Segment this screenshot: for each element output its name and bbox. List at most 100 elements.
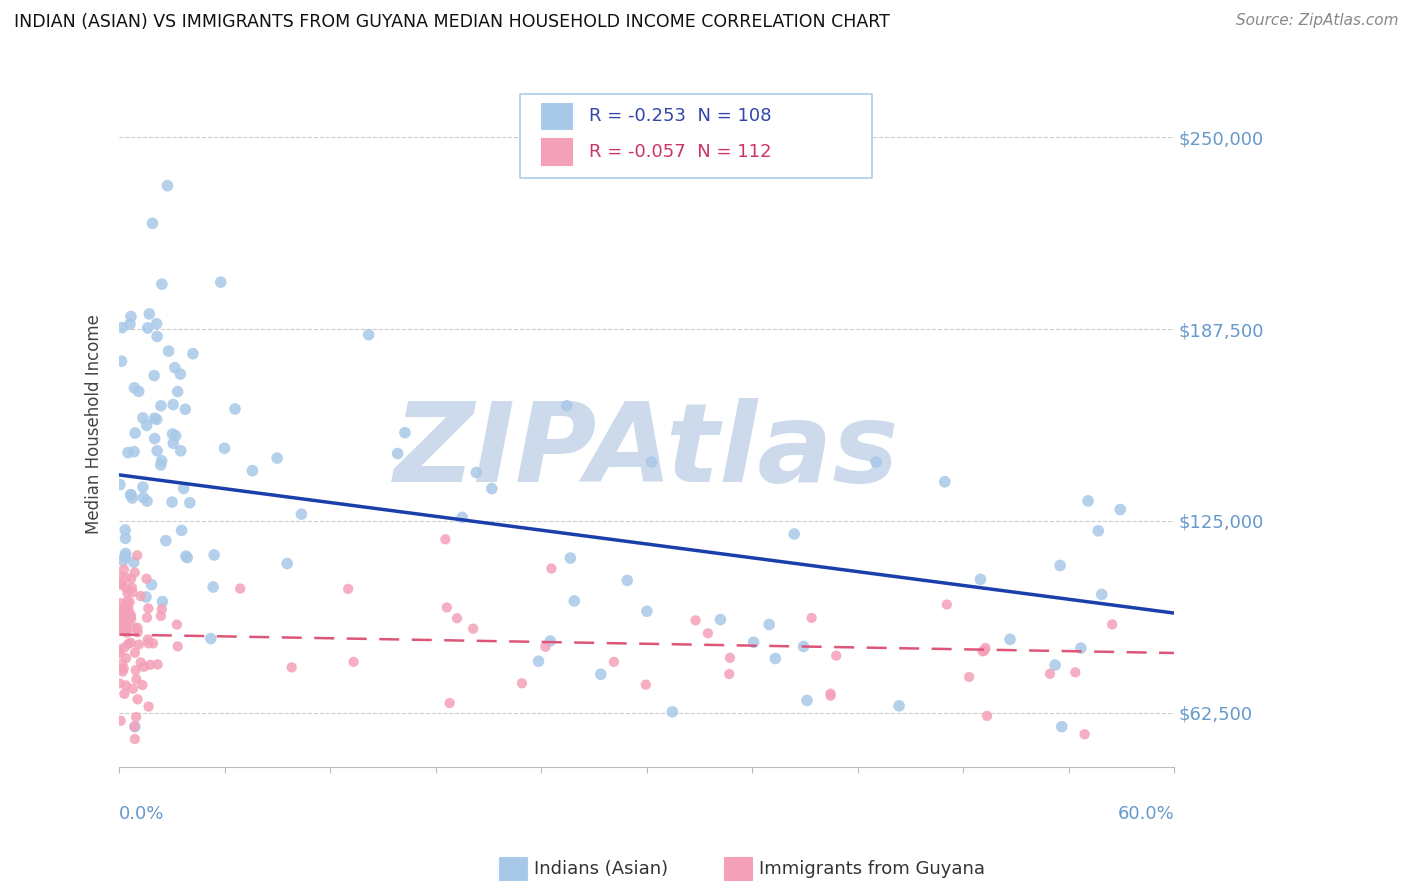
Point (118, 609, 141, 624)
Point (111, 665, 134, 679)
Point (974, 640, 997, 655)
Point (661, 705, 683, 719)
Point (157, 344, 180, 359)
Point (121, 585, 143, 599)
Point (555, 399, 578, 413)
Point (463, 622, 485, 636)
Point (118, 317, 141, 331)
Point (128, 638, 150, 652)
Point (110, 714, 132, 728)
Point (357, 327, 380, 342)
Point (934, 475, 956, 489)
Point (149, 458, 172, 472)
Point (132, 659, 155, 673)
Point (112, 624, 135, 639)
Point (136, 632, 159, 647)
Point (820, 687, 842, 701)
Point (394, 425, 416, 440)
Point (149, 399, 172, 413)
Point (972, 644, 994, 658)
Point (117, 601, 139, 615)
Point (112, 661, 135, 675)
Point (150, 602, 173, 616)
Point (114, 640, 136, 655)
Point (155, 533, 177, 548)
Point (110, 621, 132, 635)
Point (342, 655, 364, 669)
Point (165, 429, 187, 443)
Point (162, 436, 184, 450)
Point (1070, 641, 1092, 656)
Point (110, 605, 132, 619)
Point (118, 613, 141, 627)
Y-axis label: Median Household Income: Median Household Income (86, 314, 103, 534)
Point (118, 595, 141, 609)
Point (124, 663, 146, 677)
Point (110, 614, 132, 628)
Point (145, 317, 167, 331)
Point (124, 732, 146, 747)
Point (127, 692, 149, 706)
Point (114, 546, 136, 560)
Point (117, 637, 139, 651)
Point (763, 651, 786, 665)
Point (139, 657, 162, 672)
Point (110, 354, 132, 368)
Point (127, 621, 149, 635)
Point (465, 466, 488, 480)
Point (110, 577, 132, 591)
Point (115, 607, 138, 622)
Point (200, 632, 222, 646)
Point (696, 626, 718, 640)
Point (108, 642, 131, 657)
Point (114, 615, 136, 630)
Point (110, 569, 132, 583)
Point (636, 604, 658, 618)
Point (120, 611, 142, 625)
Point (145, 412, 167, 426)
Point (115, 623, 138, 637)
Point (120, 488, 142, 502)
Point (181, 347, 204, 361)
Point (108, 647, 131, 661)
Point (562, 594, 585, 608)
Text: ZIPAtlas: ZIPAtlas (394, 398, 900, 505)
Point (120, 310, 142, 324)
Point (125, 672, 148, 686)
Point (108, 477, 131, 491)
Point (121, 491, 143, 505)
Point (108, 676, 131, 690)
Point (446, 611, 468, 625)
Point (709, 613, 731, 627)
Point (146, 443, 169, 458)
Point (129, 589, 152, 603)
Point (1077, 494, 1099, 508)
Point (114, 549, 136, 564)
Point (783, 527, 806, 541)
Point (111, 657, 134, 671)
Point (616, 574, 638, 588)
Point (114, 600, 136, 615)
Point (138, 636, 160, 650)
Text: INDIAN (ASIAN) VS IMMIGRANTS FROM GUYANA MEDIAN HOUSEHOLD INCOME CORRELATION CHA: INDIAN (ASIAN) VS IMMIGRANTS FROM GUYANA… (14, 13, 890, 31)
Point (115, 651, 138, 665)
Point (162, 398, 184, 412)
Text: R = -0.057  N = 112: R = -0.057 N = 112 (589, 143, 772, 161)
Point (110, 577, 132, 591)
Point (136, 610, 159, 624)
Point (214, 442, 236, 456)
Point (125, 710, 148, 724)
Point (120, 572, 142, 586)
Point (162, 427, 184, 442)
Point (121, 581, 143, 595)
Point (887, 698, 910, 713)
Point (110, 596, 132, 610)
Point (290, 507, 312, 521)
Point (136, 494, 159, 508)
Point (1050, 720, 1073, 734)
Point (143, 368, 166, 383)
Point (114, 617, 136, 632)
Point (1087, 524, 1109, 538)
Point (758, 617, 780, 632)
Point (436, 600, 458, 615)
